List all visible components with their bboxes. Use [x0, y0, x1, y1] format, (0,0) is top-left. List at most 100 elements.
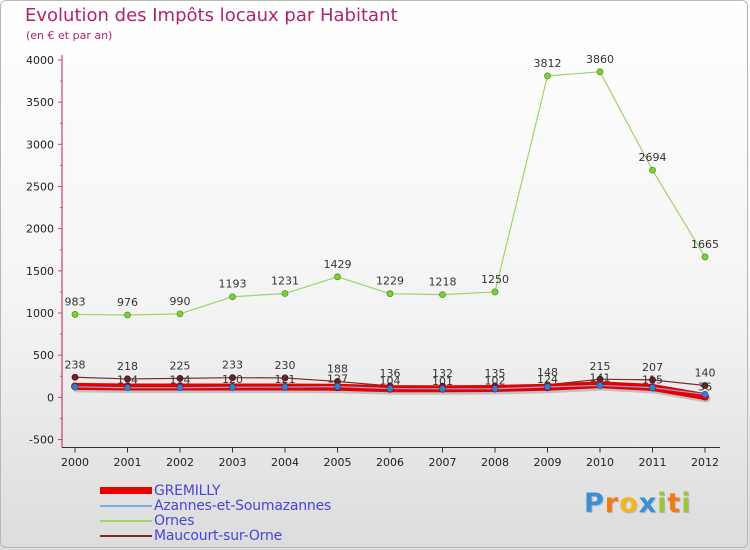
data-label-ornes: 1250 — [481, 273, 509, 286]
data-label-azannes-et-soumazannes: 127 — [327, 373, 348, 386]
x-tick-label: 2003 — [219, 456, 247, 469]
data-label-ornes: 983 — [65, 295, 86, 308]
data-point-azannes-et-soumazannes — [281, 383, 289, 391]
x-tick-label: 2006 — [376, 456, 404, 469]
data-label-azannes-et-soumazannes: 121 — [275, 373, 296, 386]
data-label-azannes-et-soumazannes: 104 — [380, 375, 401, 388]
data-label-maucourt-sur-orne: 233 — [222, 359, 243, 372]
chart-data-labels: 114 114 120 121 127 104 101 102 124 141 115 36 983 97… — [65, 53, 720, 393]
data-label-ornes: 1229 — [376, 275, 404, 288]
data-label-ornes: 1665 — [691, 238, 719, 251]
data-point-azannes-et-soumazannes — [544, 383, 551, 391]
y-tick-label: 500 — [33, 349, 54, 362]
x-tick-label: 2001 — [114, 456, 142, 469]
y-tick-label: 4000 — [26, 54, 54, 67]
data-label-azannes-et-soumazannes: 124 — [537, 373, 558, 386]
x-tick-label: 2010 — [586, 456, 614, 469]
y-tick-label: 1500 — [26, 265, 54, 278]
data-label-ornes: 3860 — [586, 53, 614, 66]
data-label-maucourt-sur-orne: 215 — [590, 360, 611, 373]
data-point-maucourt-sur-orne — [701, 382, 709, 389]
data-point-ornes — [386, 290, 394, 298]
x-tick-label: 2008 — [481, 456, 509, 469]
proxiti-logo: Proxiti — [584, 488, 692, 519]
x-tick-label: 2004 — [271, 456, 299, 469]
data-label-maucourt-sur-orne: 140 — [695, 367, 716, 380]
data-point-ornes — [596, 68, 604, 76]
chart-axes: -500 0 500 1000 1500 2000 2500 3000 3500 4000 2000… — [26, 54, 720, 469]
data-point-azannes-et-soumazannes — [649, 384, 656, 392]
data-label-ornes: 1218 — [429, 276, 457, 289]
legend-label-ornes: Ornes — [154, 512, 195, 529]
data-point-maucourt-sur-orne — [71, 373, 79, 381]
data-label-maucourt-sur-orne: 225 — [170, 359, 191, 372]
data-point-azannes-et-soumazannes — [491, 385, 499, 393]
x-tick-label: 2005 — [324, 456, 352, 469]
data-point-ornes — [124, 311, 131, 319]
data-point-ornes — [229, 293, 236, 301]
data-point-maucourt-sur-orne — [176, 374, 184, 382]
data-point-ornes — [281, 290, 289, 297]
legend-item-gremilly: GREMILLY — [100, 483, 331, 499]
data-point-azannes-et-soumazannes — [334, 383, 341, 391]
y-tick-label: 2000 — [26, 223, 54, 236]
legend-swatch-azannes — [100, 504, 152, 507]
data-label-azannes-et-soumazannes: 114 — [117, 374, 138, 387]
data-label-azannes-et-soumazannes: 36 — [698, 380, 712, 393]
x-tick-label: 2007 — [429, 456, 457, 469]
x-tick-label: 2002 — [166, 456, 194, 469]
data-label-maucourt-sur-orne: 238 — [65, 358, 86, 371]
legend-swatch-ornes — [100, 519, 152, 522]
data-label-ornes: 1429 — [324, 258, 352, 271]
data-point-ornes — [71, 311, 79, 318]
y-tick-label: 3500 — [26, 96, 54, 109]
data-label-maucourt-sur-orne: 135 — [485, 367, 506, 380]
data-label-ornes: 2694 — [639, 151, 667, 164]
data-point-ornes — [544, 72, 551, 80]
y-tick-label: -500 — [29, 434, 54, 447]
data-point-ornes — [439, 291, 446, 299]
data-point-ornes — [701, 253, 709, 261]
data-label-azannes-et-soumazannes: 102 — [485, 375, 506, 388]
data-point-ornes — [176, 310, 184, 318]
x-tick-label: 2012 — [691, 456, 719, 469]
data-label-azannes-et-soumazannes: 114 — [170, 374, 191, 387]
data-label-maucourt-sur-orne: 207 — [642, 361, 663, 374]
data-point-azannes-et-soumazannes — [701, 390, 709, 398]
chart-legend: GREMILLY Azannes-et-Soumazannes Ornes Ma… — [100, 483, 332, 544]
data-point-azannes-et-soumazannes — [176, 384, 184, 392]
data-label-maucourt-sur-orne: 132 — [432, 367, 453, 380]
chart-series — [71, 68, 711, 403]
data-label-azannes-et-soumazannes: 101 — [432, 375, 453, 388]
y-tick-label: 1000 — [26, 307, 54, 320]
data-label-ornes: 990 — [170, 295, 191, 308]
data-point-azannes-et-soumazannes — [124, 384, 131, 392]
data-label-azannes-et-soumazannes: 141 — [590, 371, 611, 384]
legend-item-azannes: Azannes-et-Soumazannes — [100, 497, 332, 514]
x-tick-label: 2009 — [534, 456, 562, 469]
chart-title: Evolution des Impôts locaux par Habitant — [25, 5, 398, 26]
legend-swatch-maucourt — [100, 534, 152, 537]
data-label-ornes: 976 — [117, 296, 138, 309]
chart-subtitle: (en € et par an) — [26, 29, 113, 42]
legend-label-azannes: Azannes-et-Soumazannes — [154, 497, 332, 514]
data-label-maucourt-sur-orne: 136 — [380, 367, 401, 380]
data-point-maucourt-sur-orne — [281, 374, 289, 382]
data-label-ornes: 1193 — [219, 278, 247, 291]
data-label-maucourt-sur-orne: 230 — [275, 359, 296, 372]
data-point-azannes-et-soumazannes — [439, 385, 446, 393]
data-point-ornes — [649, 166, 656, 174]
legend-label-maucourt: Maucourt-sur-Orne — [154, 527, 283, 544]
data-label-maucourt-sur-orne: 188 — [327, 362, 348, 375]
y-tick-label: 3000 — [26, 138, 54, 151]
data-point-maucourt-sur-orne — [649, 376, 656, 384]
data-point-maucourt-sur-orne — [229, 374, 236, 382]
data-point-azannes-et-soumazannes — [71, 383, 79, 391]
data-label-ornes: 1231 — [271, 275, 299, 288]
data-label-ornes: 3812 — [534, 57, 562, 70]
x-tick-label: 2011 — [639, 456, 667, 469]
legend-item-ornes: Ornes — [100, 512, 331, 529]
data-point-ornes — [491, 288, 499, 296]
